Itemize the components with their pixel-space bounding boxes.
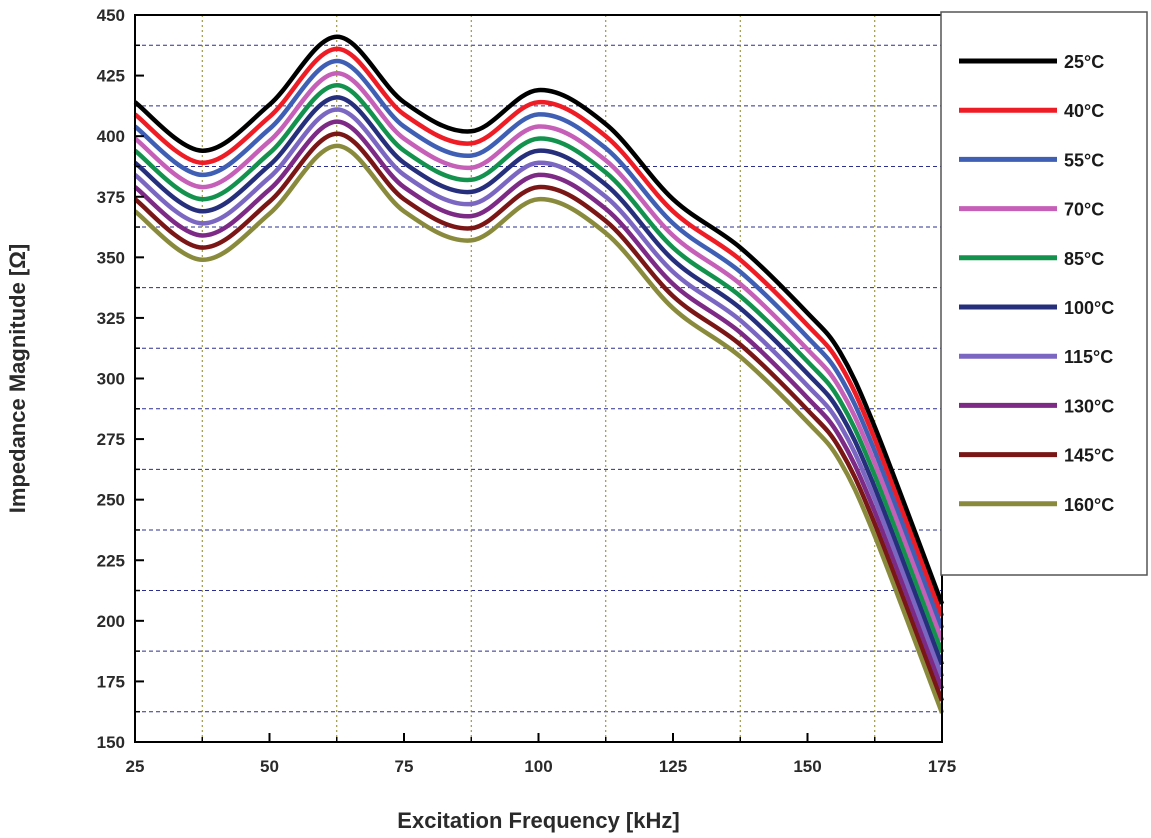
legend-label: 85°C xyxy=(1064,249,1104,269)
y-tick-label: 175 xyxy=(97,672,125,691)
x-tick-label: 100 xyxy=(524,757,552,776)
x-tick-label: 50 xyxy=(260,757,279,776)
y-tick-label: 250 xyxy=(97,491,125,510)
y-tick-label: 225 xyxy=(97,551,125,570)
legend-label: 130°C xyxy=(1064,396,1114,416)
legend-label: 55°C xyxy=(1064,150,1104,170)
legend-label: 25°C xyxy=(1064,52,1104,72)
y-tick-label: 150 xyxy=(97,733,125,752)
legend-label: 160°C xyxy=(1064,495,1114,515)
series-line-115c xyxy=(133,107,945,678)
legend-box xyxy=(940,11,1148,576)
y-axis-title: Impedance Magnitude [Ω] xyxy=(5,244,30,513)
y-tick-label: 350 xyxy=(97,248,125,267)
series-lines xyxy=(133,34,945,714)
axis-ticks: 25 50 75 100 125 150 175 150 175 200 225 250 275 300 3… xyxy=(97,6,957,776)
x-tick-label: 25 xyxy=(126,757,145,776)
y-tick-label: 375 xyxy=(97,188,125,207)
legend-label: 145°C xyxy=(1064,446,1114,466)
legend-label: 40°C xyxy=(1064,101,1104,121)
series-line-55c xyxy=(133,58,945,629)
legend-label: 115°C xyxy=(1064,347,1113,367)
series-line-25c xyxy=(133,34,945,605)
x-tick-label: 75 xyxy=(395,757,414,776)
y-tick-label: 450 xyxy=(97,6,125,25)
y-tick-label: 275 xyxy=(97,430,125,449)
x-tick-label: 175 xyxy=(928,757,956,776)
x-tick-label: 150 xyxy=(793,757,821,776)
series-line-145c xyxy=(133,131,945,702)
series-line-40c xyxy=(133,46,945,617)
series-line-130c xyxy=(133,119,945,690)
x-tick-label: 125 xyxy=(659,757,687,776)
legend: 25°C 40°C 55°C 70°C 85°C 100°C 115°C 130°C 145°C… xyxy=(940,11,1148,576)
y-tick-label: 200 xyxy=(97,612,125,631)
series-line-160c xyxy=(133,143,945,714)
legend-label: 70°C xyxy=(1064,200,1104,220)
series-line-70c xyxy=(133,70,945,641)
series-line-85c xyxy=(133,83,945,654)
y-tick-label: 400 xyxy=(97,127,125,146)
y-tick-label: 325 xyxy=(97,309,125,328)
x-axis-title: Excitation Frequency [kHz] xyxy=(397,808,679,833)
legend-label: 100°C xyxy=(1064,298,1114,318)
series-line-100c xyxy=(133,95,945,666)
y-tick-label: 425 xyxy=(97,67,125,86)
y-tick-label: 300 xyxy=(97,370,125,389)
